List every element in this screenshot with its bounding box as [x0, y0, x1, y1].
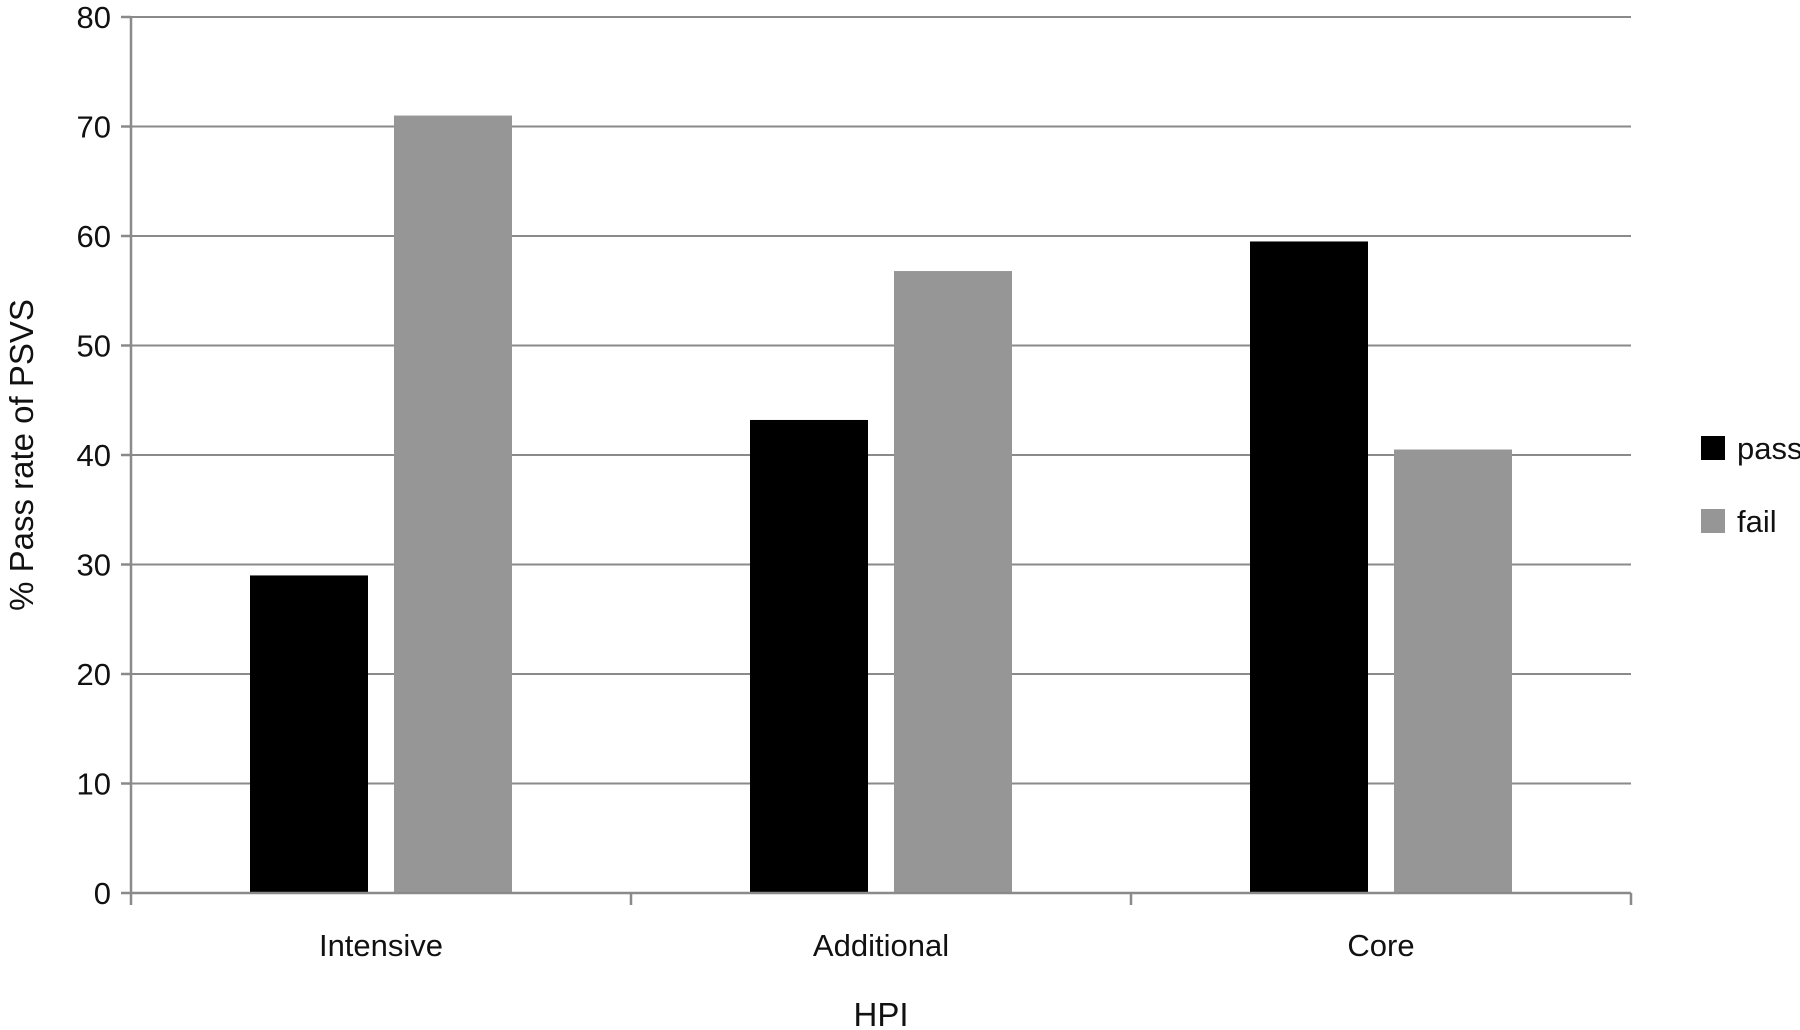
bar-pass-core	[1250, 241, 1368, 894]
y-tick-label: 70	[77, 110, 111, 145]
bar-pass-additional	[750, 419, 868, 893]
legend-swatch-fail	[1701, 509, 1725, 533]
bar-fail-intensive	[394, 115, 512, 894]
bars	[250, 115, 1512, 894]
y-tick-label: 60	[77, 219, 111, 254]
legend: pass fail	[1701, 431, 1800, 539]
y-tick-label: 20	[77, 657, 111, 692]
bar-fail-core	[1394, 449, 1512, 893]
y-tick-label: 30	[77, 548, 111, 583]
y-axis-title: % Pass rate of PSVS	[3, 299, 40, 611]
x-axis-ticks: Intensive Additional Core	[129, 893, 1633, 963]
gridlines	[131, 16, 1631, 785]
y-tick-label: 40	[77, 438, 111, 473]
bar-fail-additional	[894, 271, 1012, 893]
y-axis-ticks: 0 10 20 30 40 50 60 70 80	[77, 0, 131, 911]
y-tick-label: 0	[94, 876, 111, 911]
x-tick-label: Core	[1347, 928, 1414, 963]
x-tick-label: Additional	[813, 928, 949, 963]
legend-label-fail: fail	[1737, 504, 1777, 539]
x-axis-title: HPI	[853, 996, 908, 1030]
y-tick-label: 10	[77, 767, 111, 802]
legend-swatch-pass	[1701, 436, 1725, 460]
legend-label-pass: pass	[1737, 431, 1800, 466]
y-tick-label: 50	[77, 329, 111, 364]
bar-pass-intensive	[250, 575, 368, 893]
x-tick-label: Intensive	[319, 928, 443, 963]
y-tick-label: 80	[77, 0, 111, 35]
